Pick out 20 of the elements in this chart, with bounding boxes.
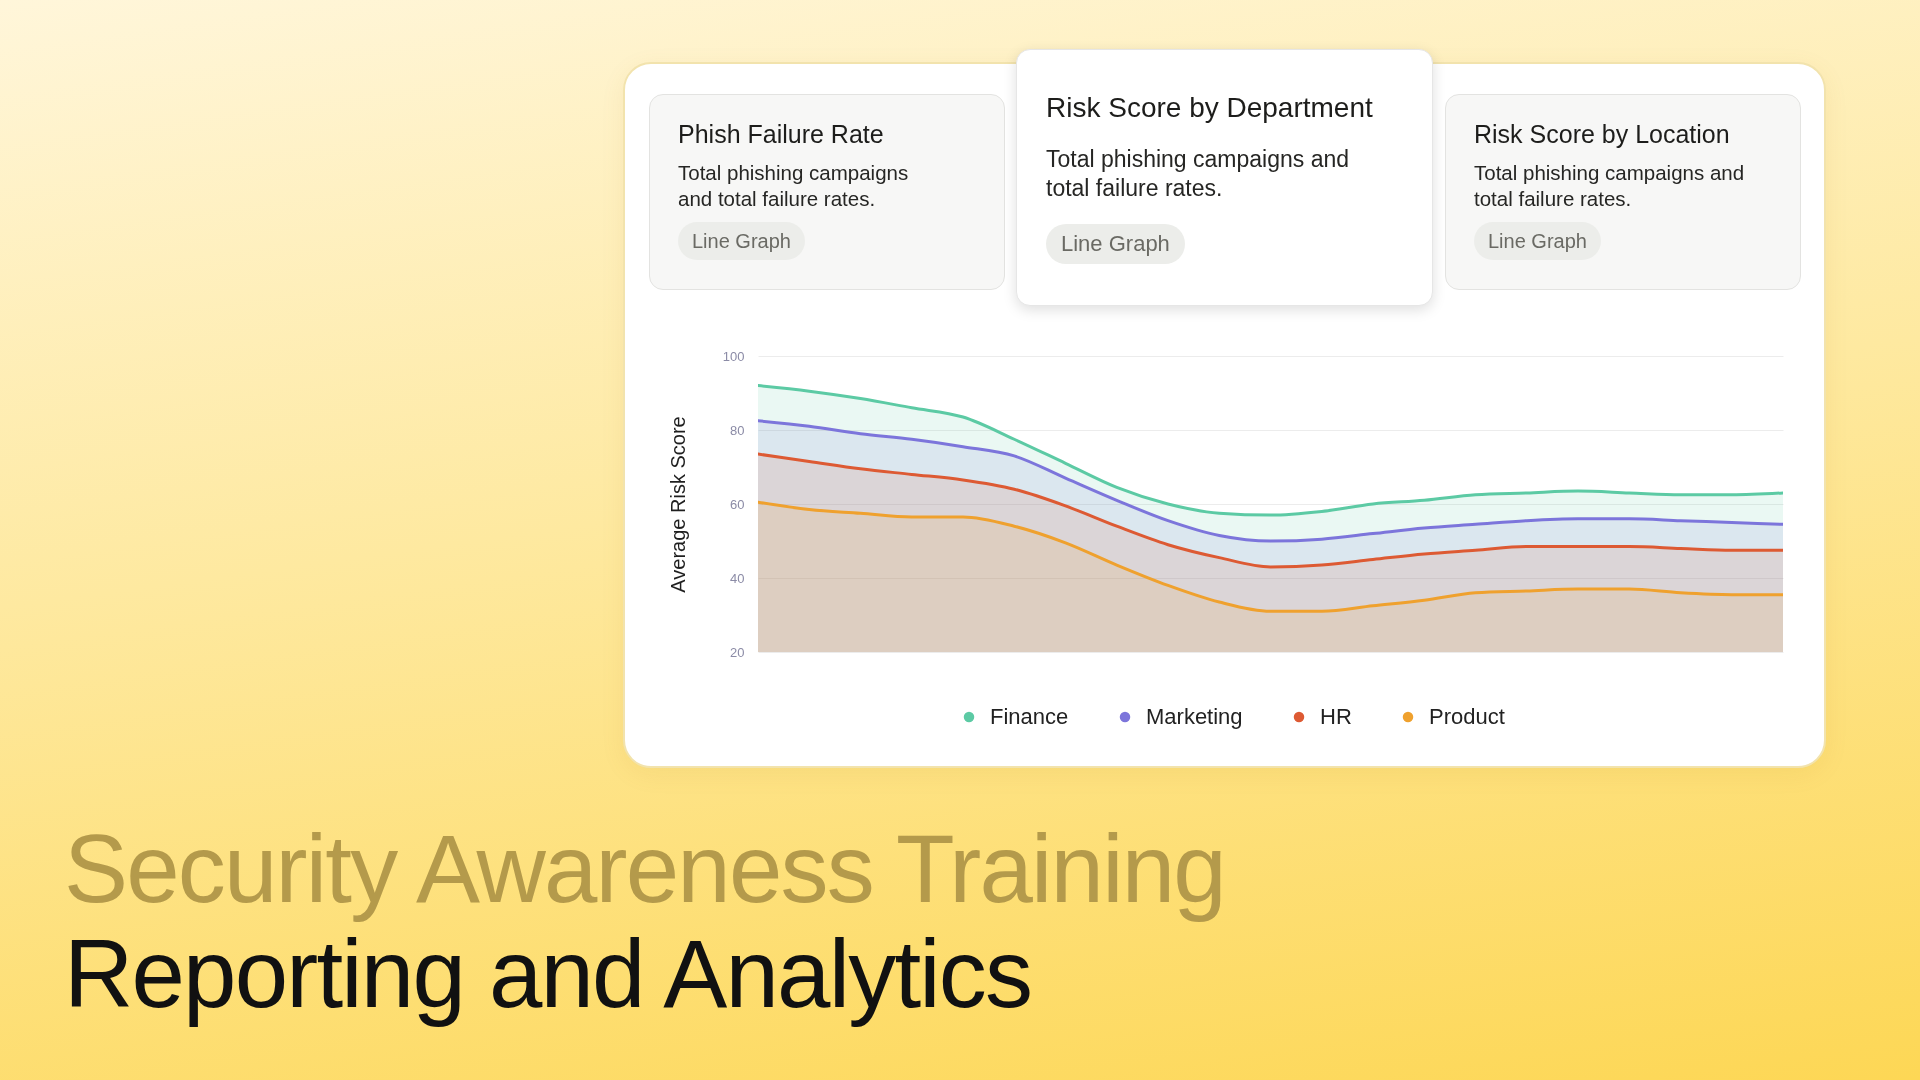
y-tick-label: 100 xyxy=(722,348,745,364)
y-tick-label: 20 xyxy=(730,644,745,660)
chart-title: Risk Score by Department xyxy=(1046,91,1374,125)
text: Line Graph xyxy=(678,222,805,260)
text: Line Graph xyxy=(1046,224,1185,264)
legend-label: Product xyxy=(1429,704,1505,729)
chart-subtitle: Total phishing campaigns and total failure rates. xyxy=(1046,145,1351,203)
text: Security Awareness Training xyxy=(64,815,1225,922)
y-axis-title: Average Risk Score xyxy=(666,416,689,593)
text: Total phishing campaigns and total failure rates. xyxy=(1474,160,1746,212)
legend-label: HR xyxy=(1320,704,1352,729)
y-tick-label: 40 xyxy=(730,570,745,586)
legend-label: Finance xyxy=(990,704,1069,729)
y-tick-label: 60 xyxy=(730,496,745,512)
text: Total phishing campaigns and total failure rates. xyxy=(678,160,910,212)
text: Risk Score by Location xyxy=(1474,119,1731,149)
text: Phish Failure Rate xyxy=(678,119,885,149)
text: Line Graph xyxy=(1474,222,1601,260)
legend-label: Marketing xyxy=(1146,704,1243,729)
y-tick-label: 80 xyxy=(730,422,745,438)
